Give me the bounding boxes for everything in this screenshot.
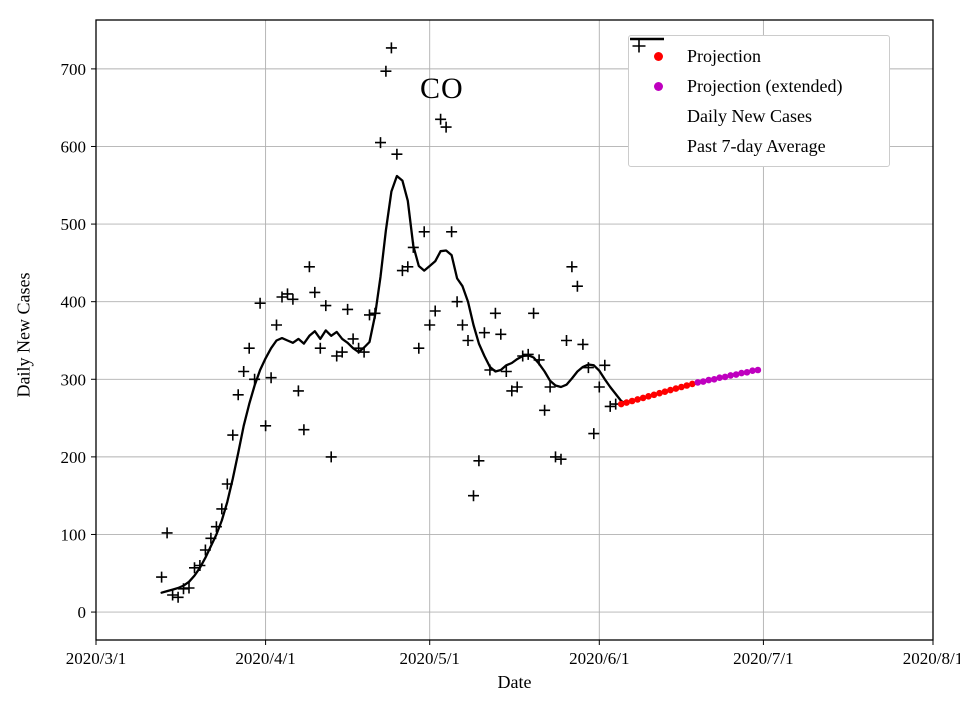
svg-text:2020/3/1: 2020/3/1 [66,649,126,668]
legend-item-projection-extended: Projection (extended) [629,71,889,101]
legend-label-past-7day-average: Past 7-day Average [687,135,826,156]
svg-text:2020/6/1: 2020/6/1 [569,649,629,668]
svg-text:500: 500 [61,215,87,234]
legend: Projection Projection (extended) Daily N… [628,35,890,167]
axes-border [95,19,934,641]
projection-dots [694,366,762,386]
avg-line [160,174,628,594]
chart-title: CO [420,72,464,105]
legend-item-past-7day-average: Past 7-day Average [629,37,889,161]
svg-text:2020/5/1: 2020/5/1 [399,649,459,668]
legend-label-projection-extended: Projection (extended) [687,75,843,96]
tick-labels: 2020/3/1 2020/4/1 2020/5/1 2020/6/1 2020/7/1… [61,60,960,668]
svg-text:700: 700 [61,60,87,79]
svg-text:300: 300 [61,370,87,389]
svg-text:2020/4/1: 2020/4/1 [235,649,295,668]
legend-item-projection: Projection [629,41,889,71]
projection-dot-icon [629,51,687,61]
legend-label-daily-new-cases: Daily New Cases [687,105,812,126]
legend-item-daily-new-cases: Daily New Cases [629,39,889,131]
svg-text:0: 0 [78,603,87,622]
svg-text:200: 200 [61,448,87,467]
daily-cases-markers [156,42,622,603]
svg-text:2020/7/1: 2020/7/1 [733,649,793,668]
svg-text:100: 100 [61,525,87,544]
legend-label-projection: Projection [687,45,761,66]
projection-dots [617,380,696,408]
svg-text:600: 600 [61,137,87,156]
series [156,42,762,603]
svg-text:2020/8/1: 2020/8/1 [903,649,960,668]
svg-text:400: 400 [61,293,87,312]
x-axis-label: Date [497,672,532,692]
y-axis-label: Daily New Cases [13,272,34,398]
projection-extended-dot-icon [629,81,687,91]
